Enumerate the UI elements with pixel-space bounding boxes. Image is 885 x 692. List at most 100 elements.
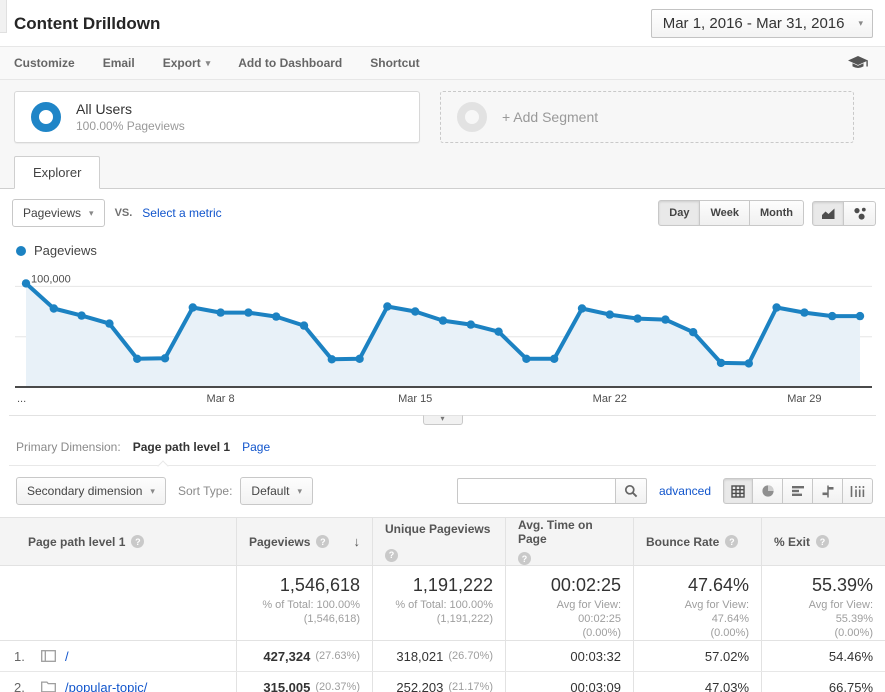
customize-button[interactable]: Customize xyxy=(14,56,75,70)
svg-text:100,000: 100,000 xyxy=(31,273,71,285)
help-icon[interactable]: ? xyxy=(725,535,739,548)
segment-donut-gray-icon xyxy=(457,102,487,132)
secondary-dimension-dropdown[interactable]: Secondary dimension ▾ xyxy=(16,477,166,505)
chart-collapse-bar: ▾ xyxy=(9,415,876,428)
vs-label: VS. xyxy=(114,207,133,219)
chevron-down-icon: ▾ xyxy=(205,57,211,68)
exit-cell: 66.75% xyxy=(761,672,885,692)
legend-dot-icon xyxy=(16,245,26,256)
chevron-down-icon: ▾ xyxy=(89,207,94,218)
metric-dropdown[interactable]: Pageviews ▾ xyxy=(12,199,105,227)
col-header-pageviews[interactable]: Pageviews ? ↓ xyxy=(236,518,372,565)
segment-detail: 100.00% Pageviews xyxy=(76,119,185,133)
help-icon[interactable]: ? xyxy=(816,535,830,548)
col-header-label: % Exit xyxy=(774,534,811,549)
tab-explorer[interactable]: Explorer xyxy=(14,156,101,189)
help-icon[interactable]: ? xyxy=(385,548,398,562)
svg-text:Mar 29: Mar 29 xyxy=(787,393,821,405)
search-button[interactable] xyxy=(614,478,647,504)
pageviews-cell: 315,005 (20.37%) xyxy=(236,672,372,692)
avg-time-cell: 00:03:09 xyxy=(505,672,633,692)
totals-pageviews: 1,546,618 % of Total: 100.00% (1,546,618) xyxy=(236,566,372,641)
granularity-day-button[interactable]: Day xyxy=(658,200,701,226)
col-header-unique-pageviews[interactable]: Unique Pageviews ? xyxy=(372,518,505,565)
svg-text:Mar 8: Mar 8 xyxy=(207,393,235,405)
email-button[interactable]: Email xyxy=(102,56,135,70)
unique-pageviews-cell: 252,203 (21.17%) xyxy=(372,672,505,692)
table-search-controls: advanced xyxy=(456,478,876,504)
col-header-label: Page path level 1 xyxy=(28,534,126,549)
advanced-search-link[interactable]: advanced xyxy=(658,484,711,498)
col-header-bounce-rate[interactable]: Bounce Rate ? xyxy=(633,518,761,565)
totals-value: 1,191,222 xyxy=(412,575,493,595)
page-icon xyxy=(41,650,56,663)
dimension-page-path-level-1[interactable]: Page path level 1 xyxy=(132,440,231,454)
col-header-label: Unique Pageviews xyxy=(385,521,491,536)
tab-bar: Explorer xyxy=(0,156,885,189)
select-metric-link[interactable]: Select a metric xyxy=(142,206,222,220)
data-table-view-button[interactable] xyxy=(723,478,753,504)
unique-pageviews-cell: 318,021 (26.70%) xyxy=(372,641,505,672)
totals-subtext: % of Total: 100.00% (1,546,618) xyxy=(262,599,360,625)
page-path-cell: 2. /popular-topic/ xyxy=(0,672,236,692)
col-header-label: Avg. Time on Page xyxy=(518,518,593,546)
chevron-down-icon: ▾ xyxy=(858,18,863,28)
performance-view-button[interactable] xyxy=(783,478,813,504)
date-range-picker[interactable]: Mar 1, 2016 - Mar 31, 2016 ▾ xyxy=(650,9,873,38)
totals-subtext: % of Total: 100.00% (1,191,222) xyxy=(395,599,493,625)
chevron-down-icon: ▾ xyxy=(440,414,445,423)
secondary-dimension-label: Secondary dimension xyxy=(27,484,143,498)
granularity-month-button[interactable]: Month xyxy=(750,200,804,226)
sort-type-dropdown[interactable]: Default ▾ xyxy=(240,477,313,505)
page-path-link[interactable]: / xyxy=(65,648,69,664)
help-icon[interactable]: ? xyxy=(131,535,145,548)
totals-value: 1,546,618 xyxy=(279,575,360,595)
export-button[interactable]: Export ▾ xyxy=(163,56,211,70)
help-icon[interactable]: ? xyxy=(316,535,330,548)
comparison-icon xyxy=(822,485,833,497)
totals-subtext: Avg for View: 00:02:25 (0.00%) xyxy=(556,599,621,639)
add-to-dashboard-button[interactable]: Add to Dashboard xyxy=(238,56,343,70)
chart-controls: Day Week Month xyxy=(658,200,876,226)
primary-dimension-label: Primary Dimension: xyxy=(16,440,121,454)
export-label: Export xyxy=(162,56,201,70)
bar-chart-icon xyxy=(791,486,804,496)
shortcut-button[interactable]: Shortcut xyxy=(370,56,420,70)
chart-collapse-handle[interactable]: ▾ xyxy=(422,414,463,425)
segment-all-users[interactable]: All Users 100.00% Pageviews xyxy=(14,91,420,143)
comparison-view-button[interactable] xyxy=(813,478,843,504)
col-header-avg-time[interactable]: Avg. Time on Page ? xyxy=(505,518,633,565)
pivot-view-button[interactable] xyxy=(843,478,873,504)
search-box xyxy=(456,478,647,504)
col-header-label: Pageviews xyxy=(249,534,311,549)
sort-desc-arrow-icon[interactable]: ↓ xyxy=(353,534,361,549)
page-path-link[interactable]: /popular-topic/ xyxy=(65,679,148,692)
dimension-page-link[interactable]: Page xyxy=(242,440,271,454)
search-input[interactable] xyxy=(456,478,615,504)
education-cap-icon[interactable] xyxy=(847,55,869,71)
help-icon[interactable]: ? xyxy=(518,552,531,565)
pivot-table-icon xyxy=(850,485,865,497)
content-table: Page path level 1 ? Pageviews ? ↓ Unique… xyxy=(0,517,885,692)
primary-dimension-bar: Primary Dimension: Page path level 1 Pag… xyxy=(9,428,876,472)
totals-exit: 55.39% Avg for View: 55.39% (0.00%) xyxy=(761,566,885,641)
granularity-group: Day Week Month xyxy=(658,200,804,226)
segment-band: All Users 100.00% Pageviews + Add Segmen… xyxy=(0,80,885,156)
chevron-down-icon: ▾ xyxy=(150,485,155,496)
row-index: 2. xyxy=(14,679,25,692)
sort-type-value: Default xyxy=(251,484,290,498)
col-header-page-path[interactable]: Page path level 1 ? xyxy=(0,518,236,565)
legend-label: Pageviews xyxy=(34,243,97,258)
chevron-down-icon: ▾ xyxy=(297,485,302,496)
add-segment-button[interactable]: + Add Segment xyxy=(440,91,854,143)
exit-cell: 54.46% xyxy=(761,641,885,672)
percentage-view-button[interactable] xyxy=(753,478,783,504)
line-chart-button[interactable] xyxy=(812,200,844,226)
segment-name: All Users xyxy=(76,101,133,117)
metric-dropdown-label: Pageviews xyxy=(23,206,82,220)
motion-chart-button[interactable] xyxy=(844,200,876,226)
avg-time-cell: 00:03:32 xyxy=(505,641,633,672)
granularity-week-button[interactable]: Week xyxy=(700,200,751,226)
col-header-exit[interactable]: % Exit ? xyxy=(761,518,885,565)
